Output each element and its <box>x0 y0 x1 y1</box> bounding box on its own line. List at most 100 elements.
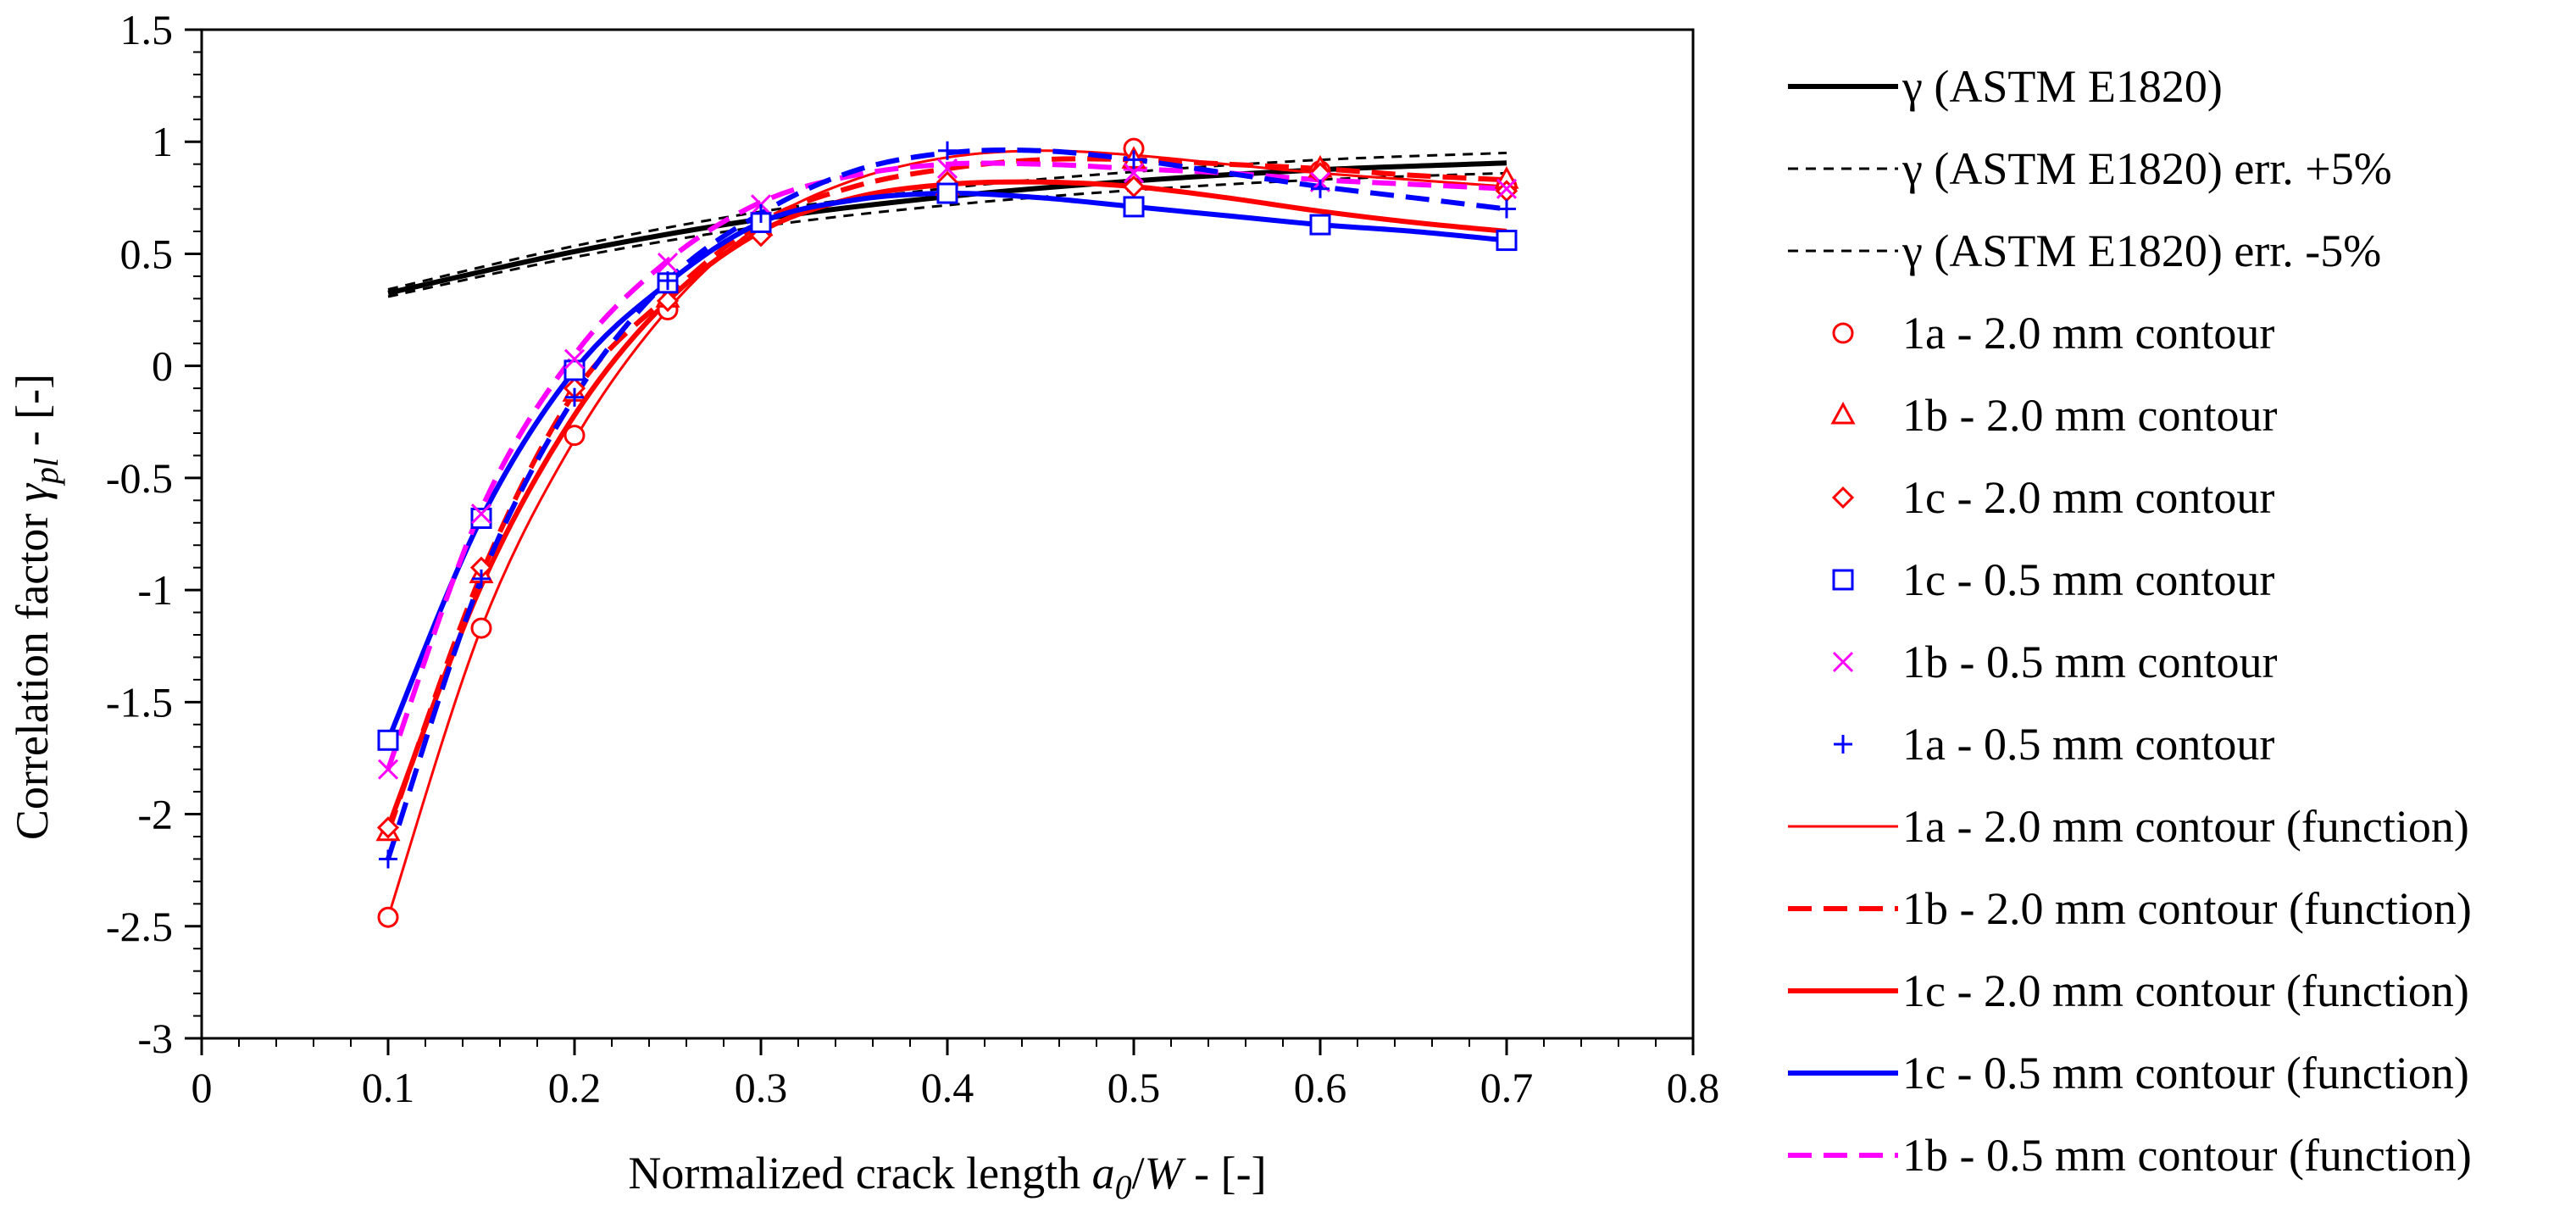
data-point-circle <box>377 906 399 928</box>
x-tick-label: 0.1 <box>362 1064 415 1111</box>
legend-entry: 1a - 2.0 mm contour <box>1832 308 2274 359</box>
data-point-cross <box>1496 178 1518 199</box>
y-tick-label: 0 <box>152 342 173 390</box>
data-point-diamond <box>1122 175 1146 198</box>
y-tick-label: 0.5 <box>120 230 174 277</box>
legend-entry: 1b - 0.5 mm contour <box>1832 637 2277 687</box>
series-line-1c-0-5-mm-contour-function <box>386 190 1507 742</box>
axis-title-part: Correlation factor <box>7 502 58 840</box>
x-tick-label: 0.2 <box>548 1064 602 1111</box>
plot-area <box>375 137 1519 928</box>
legend-marker-cross <box>1832 651 1854 673</box>
data-point-square <box>1496 230 1518 252</box>
legend-entry: 1a - 2.0 mm contour (function) <box>1788 801 2469 852</box>
axes: 0 0.1 0.2 0.3 0.4 0.5 0.6 0.7 0.8 -3 -2.5 -2 -1.5 -1 -… <box>106 6 1719 1111</box>
x-tick-label: 0.7 <box>1480 1064 1534 1111</box>
legend-marker-diamond <box>1831 486 1855 509</box>
legend-entry: 1c - 0.5 mm contour <box>1832 554 2274 605</box>
x-tick-label: 0.6 <box>1294 1064 1347 1111</box>
legend-entry: γ (ASTM E1820) err. -5% <box>1788 225 2381 276</box>
y-tick-label: -3 <box>137 1015 173 1062</box>
data-point-plus <box>1311 179 1330 198</box>
y-tick-label: -2 <box>137 791 173 838</box>
legend-entry: 1c - 2.0 mm contour (function) <box>1788 965 2469 1016</box>
legend-marker-triangle <box>1830 401 1856 425</box>
data-point-cross <box>377 759 399 780</box>
axis-title-part: a <box>1092 1148 1115 1199</box>
legend-entry: γ (ASTM E1820) err. +5% <box>1788 143 2392 194</box>
axis-title-part: W <box>1145 1148 1187 1199</box>
axis-title-part: / <box>1132 1148 1145 1199</box>
axis-title-part: - [-] <box>7 374 58 458</box>
legend-entry: 1a - 0.5 mm contour <box>1834 719 2274 770</box>
y-tick-label: 1 <box>152 118 173 165</box>
x-tick-label: 0 <box>192 1064 213 1111</box>
data-point-plus <box>1497 199 1516 219</box>
series-line-1a-2-0-mm-contour-function <box>386 149 1507 918</box>
legend-label: 1a - 2.0 mm contour (function) <box>1902 801 2469 852</box>
axis-title-part: 0 <box>1115 1168 1132 1206</box>
data-point-plus <box>472 569 491 588</box>
x-tick-label: 0.3 <box>735 1064 788 1111</box>
series-line-1b-2-0-mm-contour-function <box>386 156 1507 833</box>
legend-entry: 1c - 2.0 mm contour <box>1831 472 2274 523</box>
legend-label: 1c - 0.5 mm contour (function) <box>1902 1048 2469 1098</box>
y-tick-label: 1.5 <box>120 6 174 53</box>
legend-label: 1c - 2.0 mm contour <box>1902 472 2274 523</box>
data-point-circle <box>470 617 492 639</box>
data-point-plus <box>565 387 584 407</box>
axis-title-part: γ <box>7 482 58 502</box>
y-axis-title: Correlation factor γpl - [-] <box>7 374 65 840</box>
legend: γ (ASTM E1820) γ (ASTM E1820) err. +5% γ (… <box>1788 61 2472 1181</box>
data-point-cross <box>657 252 679 274</box>
data-point-diamond <box>656 289 680 313</box>
legend-label: 1a - 0.5 mm contour <box>1902 719 2274 770</box>
data-point-square <box>470 507 492 529</box>
series-line-1c-2-0-mm-contour-function <box>386 179 1507 829</box>
axis-title-part: Normalized crack length <box>628 1148 1091 1199</box>
data-point-cross <box>1123 163 1145 184</box>
legend-entry: 1c - 0.5 mm contour (function) <box>1788 1048 2469 1098</box>
y-tick-label: -0.5 <box>106 454 173 502</box>
legend-label: γ (ASTM E1820) <box>1901 61 2223 112</box>
legend-label: 1b - 0.5 mm contour <box>1902 637 2277 687</box>
series-line-1a-0-5-mm-contour-function <box>386 147 1507 860</box>
legend-label: γ (ASTM E1820) err. +5% <box>1901 143 2392 194</box>
x-tick-label: 0.5 <box>1108 1064 1161 1111</box>
data-point-diamond <box>376 816 400 839</box>
legend-label: 1b - 2.0 mm contour (function) <box>1902 883 2472 934</box>
legend-label: γ (ASTM E1820) err. -5% <box>1901 225 2381 276</box>
legend-marker-circle <box>1832 322 1854 344</box>
legend-entry: 1b - 0.5 mm contour (function) <box>1788 1130 2472 1181</box>
legend-label: 1b - 0.5 mm contour (function) <box>1902 1130 2472 1181</box>
data-point-cross <box>470 503 492 525</box>
y-tick-label: -2.5 <box>106 903 173 950</box>
legend-label: 1a - 2.0 mm contour <box>1902 308 2274 359</box>
data-point-plus <box>658 271 677 291</box>
data-point-cross <box>936 158 958 180</box>
x-axis-title: Normalized crack length a0/W - [-] <box>628 1148 1266 1206</box>
axis-title-part: pl <box>27 458 65 487</box>
data-point-square <box>377 729 399 751</box>
y-tick-label: -1 <box>137 566 173 614</box>
data-point-plus <box>752 203 770 223</box>
axis-title-part: - [-] <box>1183 1148 1267 1199</box>
legend-marker-plus <box>1834 735 1852 754</box>
series-line-1b-0-5-mm-contour-function <box>386 160 1507 770</box>
x-tick-label: 0.4 <box>921 1064 974 1111</box>
data-point-plus <box>1124 150 1143 170</box>
data-point-square <box>1309 214 1331 236</box>
data-point-cross <box>564 348 586 370</box>
data-point-plus <box>938 141 957 160</box>
legend-entry: 1b - 2.0 mm contour (function) <box>1788 883 2472 934</box>
data-point-plus <box>379 849 397 869</box>
data-point-circle <box>564 425 586 447</box>
legend-marker-square <box>1832 569 1854 591</box>
data-point-square <box>564 359 586 381</box>
legend-entry: γ (ASTM E1820) <box>1788 61 2223 112</box>
x-tick-label: 0.8 <box>1667 1064 1720 1111</box>
legend-label: 1c - 2.0 mm contour (function) <box>1902 965 2469 1016</box>
legend-label: 1b - 2.0 mm contour <box>1902 390 2277 441</box>
data-point-square <box>1123 196 1145 218</box>
